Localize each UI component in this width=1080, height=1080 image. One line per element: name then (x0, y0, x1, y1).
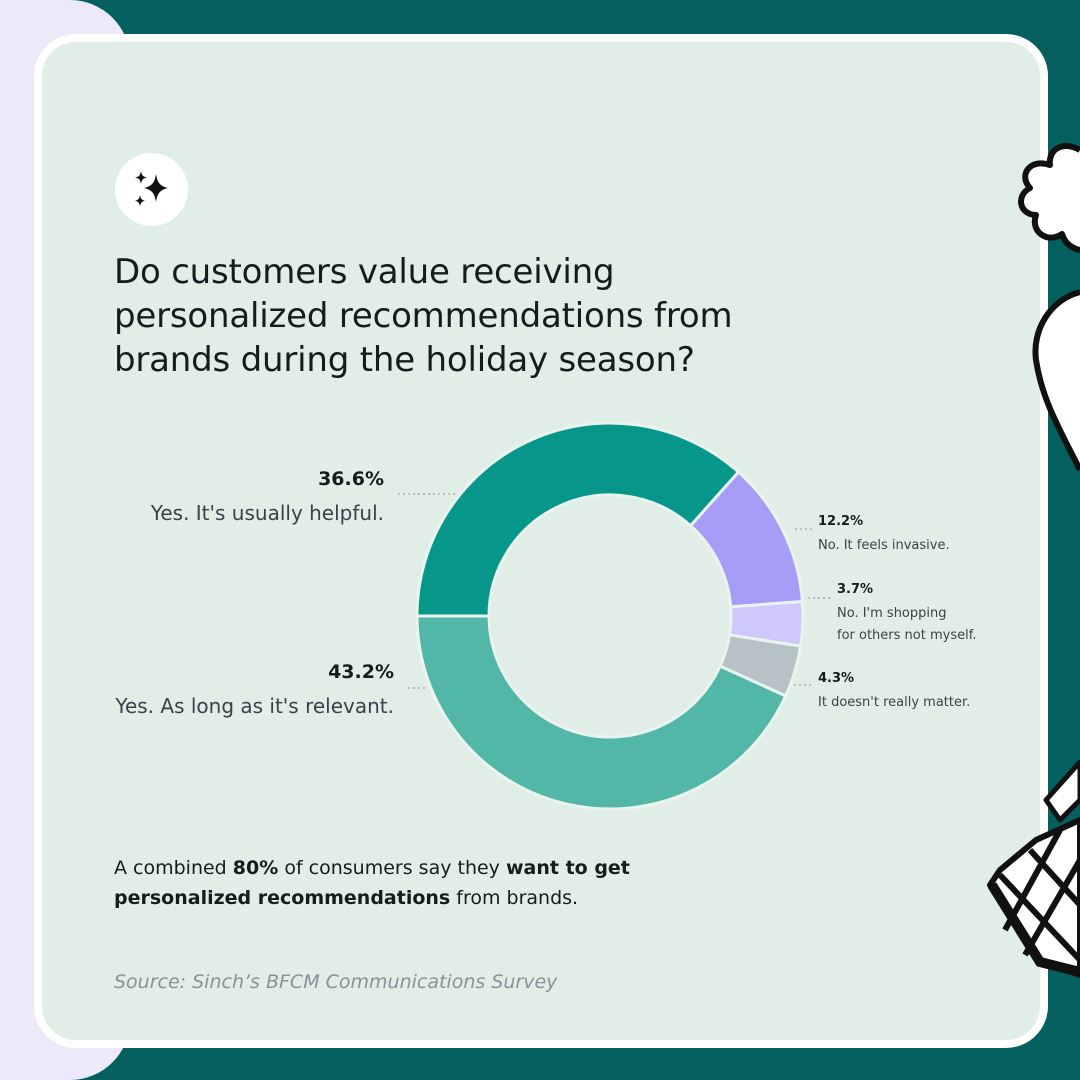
data-label-text: Yes. As long as it's relevant. (115, 694, 394, 718)
data-label-text-line1: No. I'm shopping (837, 606, 947, 621)
data-label-pct: 36.6% (318, 468, 384, 490)
data-label-text: Yes. It's usually helpful. (150, 501, 384, 525)
data-label-text: No. It feels invasive. (818, 538, 950, 553)
chart-title: Do customers value receiving personalize… (114, 252, 733, 380)
label-doesnt-matter: 4.3% It doesn't really matter. (818, 668, 970, 714)
sparkles-badge (115, 153, 188, 226)
label-shopping-for-others: 3.7% No. I'm shopping for others not mys… (837, 579, 1007, 647)
data-label-text-line2: for others not myself. (837, 628, 977, 643)
footnote-text: of consumers say they (278, 857, 506, 879)
chart-card (34, 34, 1048, 1048)
data-label-text: It doesn't really matter. (818, 695, 971, 710)
slice-yes-helpful (415, 421, 741, 618)
source-note: Source: Sinch’s BFCM Communications Surv… (114, 971, 558, 993)
footnote-bold: want to get personalized recommendations (114, 857, 630, 909)
data-label-pct: 12.2% (818, 514, 864, 529)
footnote-text: from brands. (450, 887, 579, 909)
footnote: A combined 80% of consumers say they wan… (114, 853, 754, 913)
footnote-text: A combined (114, 857, 233, 879)
data-label-pct: 3.7% (837, 582, 874, 597)
label-yes-helpful: 36.6% Yes. It's usually helpful. (151, 466, 384, 526)
data-label-pct: 4.3% (818, 671, 855, 686)
label-invasive: 12.2% No. It feels invasive. (818, 511, 950, 557)
slice-yes-relevant (415, 614, 788, 811)
sparkles-icon (134, 170, 168, 206)
footnote-bold: 80% (232, 857, 279, 879)
data-label-pct: 43.2% (328, 661, 394, 683)
label-yes-relevant: 43.2% Yes. As long as it's relevant. (115, 659, 394, 719)
